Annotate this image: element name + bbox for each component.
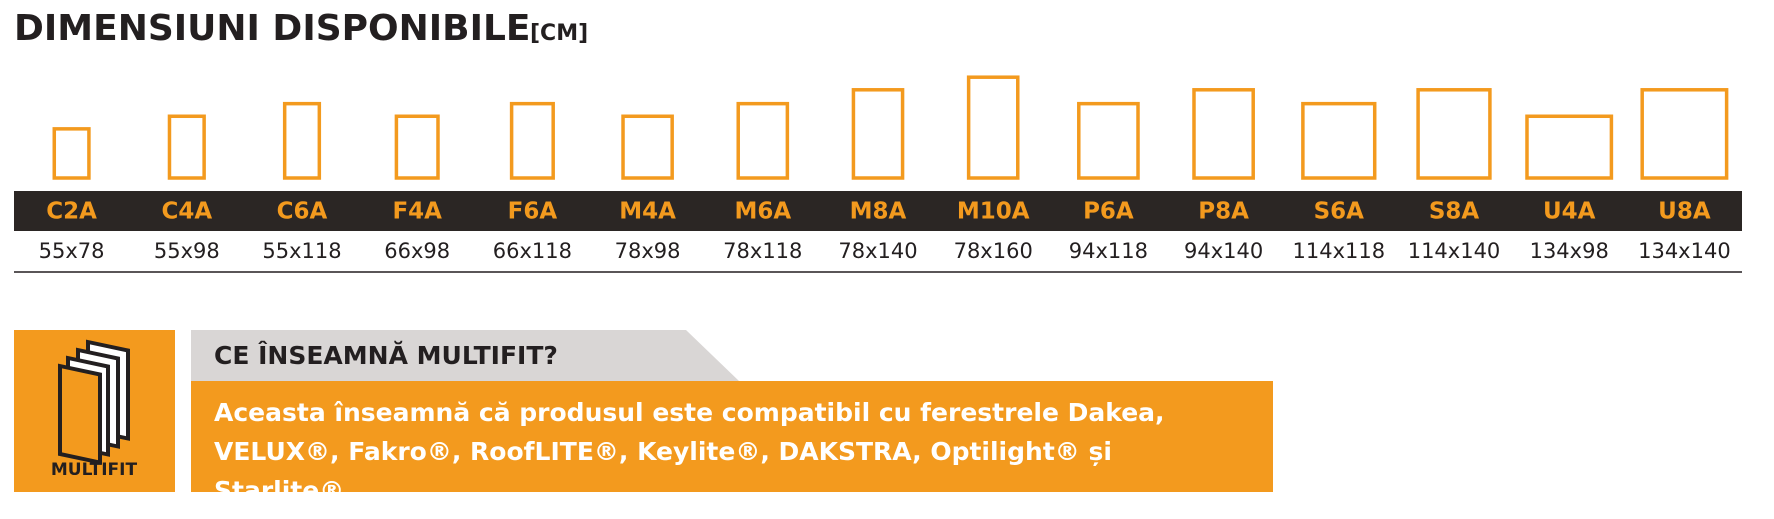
size-code: C2A (46, 199, 97, 225)
size-dims: 114x140 (1408, 239, 1501, 263)
window-outline (1416, 88, 1492, 180)
size-code: U8A (1658, 199, 1711, 225)
size-code: F4A (392, 199, 442, 225)
size-dims: 78x160 (954, 239, 1033, 263)
window-outline (167, 114, 206, 180)
window-outline (736, 101, 790, 180)
size-code: S8A (1429, 199, 1480, 225)
title: DIMENSIUNI DISPONIBILE (14, 8, 531, 49)
size-dims: 134x98 (1530, 239, 1609, 263)
unit: [CM] (530, 21, 588, 46)
size-dims: 94x140 (1184, 239, 1263, 263)
size-dims: 66x98 (384, 239, 450, 263)
answer: Aceasta înseamnă că produsul este compat… (214, 398, 1165, 505)
question: CE ÎNSEAMNĂ MULTIFIT? (214, 340, 558, 370)
size-code: M8A (850, 199, 907, 225)
window-outline (966, 75, 1020, 180)
window-outline (1301, 101, 1377, 180)
size-dims: 134x140 (1638, 239, 1731, 263)
size-code: C4A (161, 199, 212, 225)
size-code: C6A (277, 199, 328, 225)
window-outline (394, 114, 440, 180)
size-dims: 55x118 (262, 239, 341, 263)
size-dims: 66x118 (493, 239, 572, 263)
code-band (14, 191, 1742, 231)
size-code: F6A (508, 199, 558, 225)
window-outline (282, 101, 322, 180)
window-outline (621, 114, 674, 180)
size-dims: 78x140 (838, 239, 917, 263)
multifit-icon (58, 339, 130, 465)
window-outline (1192, 88, 1255, 180)
size-dims: 114x118 (1293, 239, 1386, 263)
window-outline (52, 127, 91, 180)
size-dims: 78x118 (723, 239, 802, 263)
answer-box (191, 381, 1273, 492)
size-code: S6A (1314, 199, 1365, 225)
size-code: M4A (619, 199, 676, 225)
size-code: P6A (1083, 199, 1134, 225)
window-outline (1640, 88, 1729, 180)
size-dims: 78x98 (615, 239, 681, 263)
window-outline (509, 101, 555, 180)
size-dims: 55x78 (39, 239, 105, 263)
window-outline (851, 88, 905, 180)
size-code: U4A (1543, 199, 1596, 225)
question-tab (191, 330, 739, 381)
icon-label: MULTIFIT (51, 460, 138, 480)
size-code: M6A (734, 199, 791, 225)
window-outline (1525, 114, 1614, 180)
size-code: P8A (1198, 199, 1249, 225)
size-dims: 94x118 (1069, 239, 1148, 263)
size-code: M10A (957, 199, 1030, 225)
window-outline (1077, 101, 1140, 180)
size-dims: 55x98 (154, 239, 220, 263)
